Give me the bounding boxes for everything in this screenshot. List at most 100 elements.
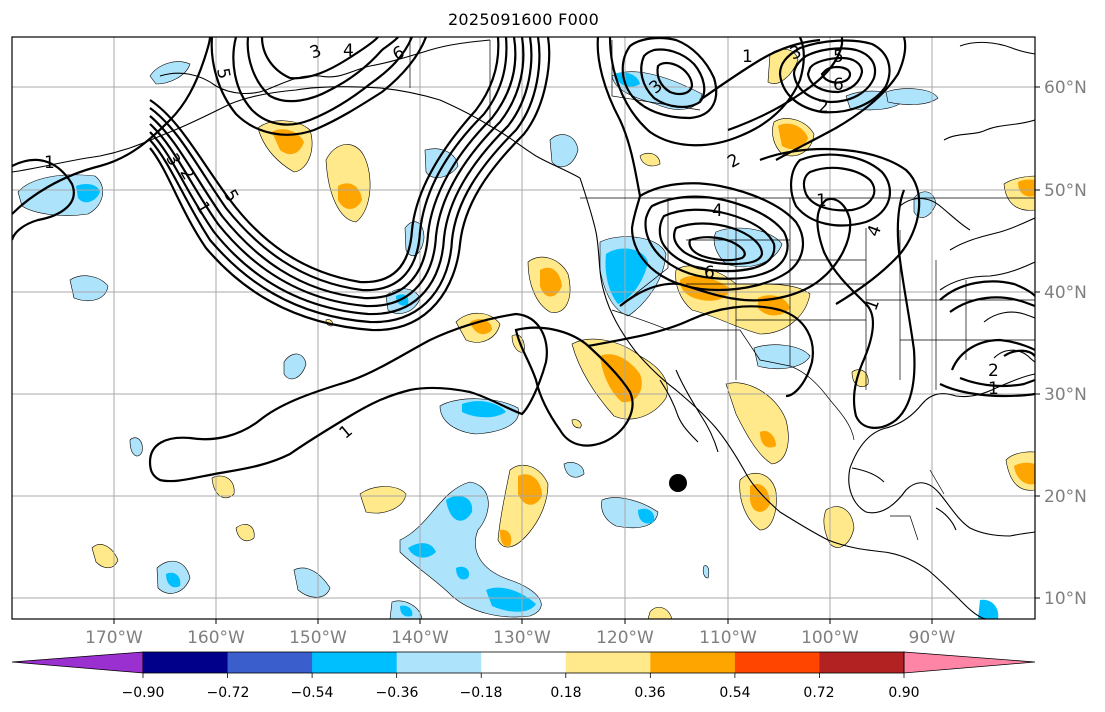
longitude-label: 170°W <box>85 628 143 648</box>
colorbar-cell <box>312 652 398 673</box>
negative-region <box>702 565 710 579</box>
contour-label: 1 <box>988 379 999 399</box>
latitude-label: 20°N <box>1044 487 1087 507</box>
colorbar-cell <box>819 652 905 673</box>
colorbar-cell <box>734 652 820 673</box>
contour-label: 1 <box>816 191 827 211</box>
longitude-label: 160°W <box>187 628 245 648</box>
negative-region <box>166 572 181 588</box>
negative-region <box>486 587 536 612</box>
contour-label: 2 <box>818 97 829 117</box>
negative-region <box>283 353 307 380</box>
contour-lines <box>12 37 1035 483</box>
colorbar-tick-label: 0.36 <box>634 685 665 701</box>
positive-region <box>359 486 407 514</box>
colorbar-tick-labels: −0.90 −0.72 −0.54 −0.36 −0.18 0.18 0.36 … <box>122 685 920 701</box>
location-marker <box>669 474 687 492</box>
map-title: 2025091600 F000 <box>447 10 600 29</box>
shaded-anomaly-fields <box>17 48 1035 619</box>
positive-region <box>518 474 542 505</box>
colorbar-tick-label: 0.90 <box>888 685 919 701</box>
latitude-label: 10°N <box>1044 589 1087 609</box>
negative-region <box>549 134 579 168</box>
negative-region <box>149 61 191 85</box>
negative-region <box>446 496 473 521</box>
negative-region <box>638 508 655 524</box>
latitude-axis: 60°N 50°N 40°N 30°N 20°N 10°N <box>1044 78 1087 609</box>
longitude-label: 120°W <box>596 628 654 648</box>
latitude-label: 60°N <box>1044 78 1087 98</box>
contour-label: 6 <box>704 263 715 283</box>
latitude-label: 40°N <box>1044 283 1087 303</box>
negative-region <box>129 437 143 457</box>
colorbar-low-extension <box>11 651 144 674</box>
negative-region <box>69 275 109 301</box>
colorbar-cell <box>227 652 313 673</box>
contour-label: 6 <box>833 75 844 95</box>
negative-region <box>978 599 999 619</box>
positive-region <box>750 484 770 512</box>
contour-label: 5 <box>212 67 234 81</box>
positive-region <box>778 123 808 150</box>
longitude-axis: 170°W 160°W 150°W 140°W 130°W 120°W 110°… <box>85 628 956 648</box>
contour-label: 1 <box>44 153 55 173</box>
negative-region <box>293 567 331 598</box>
colorbar-cell <box>481 652 567 673</box>
colorbar-cell <box>143 652 229 673</box>
contour-label: 2 <box>988 361 999 381</box>
colorbar-cell <box>650 652 736 673</box>
positive-region <box>1018 179 1035 197</box>
positive-region <box>500 529 512 547</box>
positive-region <box>647 606 673 619</box>
colorbar-tick-label: 0.54 <box>719 685 750 701</box>
longitude-label: 150°W <box>289 628 347 648</box>
longitude-label: 140°W <box>391 628 449 648</box>
colorbar-tick-label: −0.36 <box>376 685 419 701</box>
axis-ticks <box>113 86 1040 624</box>
colorbar-tick-label: −0.72 <box>207 685 250 701</box>
longitude-label: 100°W <box>801 628 859 648</box>
positive-region <box>639 152 661 167</box>
positive-region <box>540 267 562 297</box>
negative-region <box>400 605 413 617</box>
colorbar-cell <box>565 652 651 673</box>
colorbar-high-extension <box>903 651 1036 674</box>
latitude-label: 50°N <box>1044 181 1087 201</box>
positive-region <box>235 524 255 541</box>
negative-region <box>76 184 100 203</box>
contour-label: 4 <box>343 41 354 61</box>
colorbar-frame <box>142 651 905 674</box>
longitude-label: 130°W <box>493 628 551 648</box>
negative-region <box>614 72 640 87</box>
longitude-label: 110°W <box>699 628 757 648</box>
negative-region <box>408 543 436 558</box>
positive-region <box>1014 462 1035 485</box>
contour-label: 4 <box>712 201 723 221</box>
negative-region <box>885 88 939 105</box>
colorbar-tick-label: −0.90 <box>122 685 165 701</box>
positive-region <box>91 544 119 569</box>
negative-region <box>563 462 585 478</box>
negative-region <box>462 401 506 418</box>
colorbar-cells <box>143 652 905 673</box>
colorbar-tick-label: −0.54 <box>291 685 334 701</box>
colorbar-tick-label: 0.72 <box>803 685 834 701</box>
plot-frame <box>11 36 1036 620</box>
positive-region <box>571 419 582 429</box>
latitude-label: 30°N <box>1044 385 1087 405</box>
negative-region <box>456 566 470 580</box>
longitude-label: 90°W <box>909 628 956 648</box>
colorbar-cell <box>396 652 482 673</box>
contour-label: 5 <box>833 47 844 67</box>
negative-region <box>753 344 811 369</box>
positive-region <box>760 430 776 448</box>
negative-region <box>399 481 542 618</box>
coastlines <box>12 39 1035 619</box>
negative-region <box>713 227 783 268</box>
colorbar-ticks <box>142 673 905 678</box>
colorbar-tick-label: 0.18 <box>550 685 581 701</box>
colorbar: −0.90 −0.72 −0.54 −0.36 −0.18 0.18 0.36 … <box>11 651 1036 701</box>
colorbar-tick-label: −0.18 <box>460 685 503 701</box>
negative-region <box>605 248 648 304</box>
contour-label: 1 <box>742 47 753 67</box>
